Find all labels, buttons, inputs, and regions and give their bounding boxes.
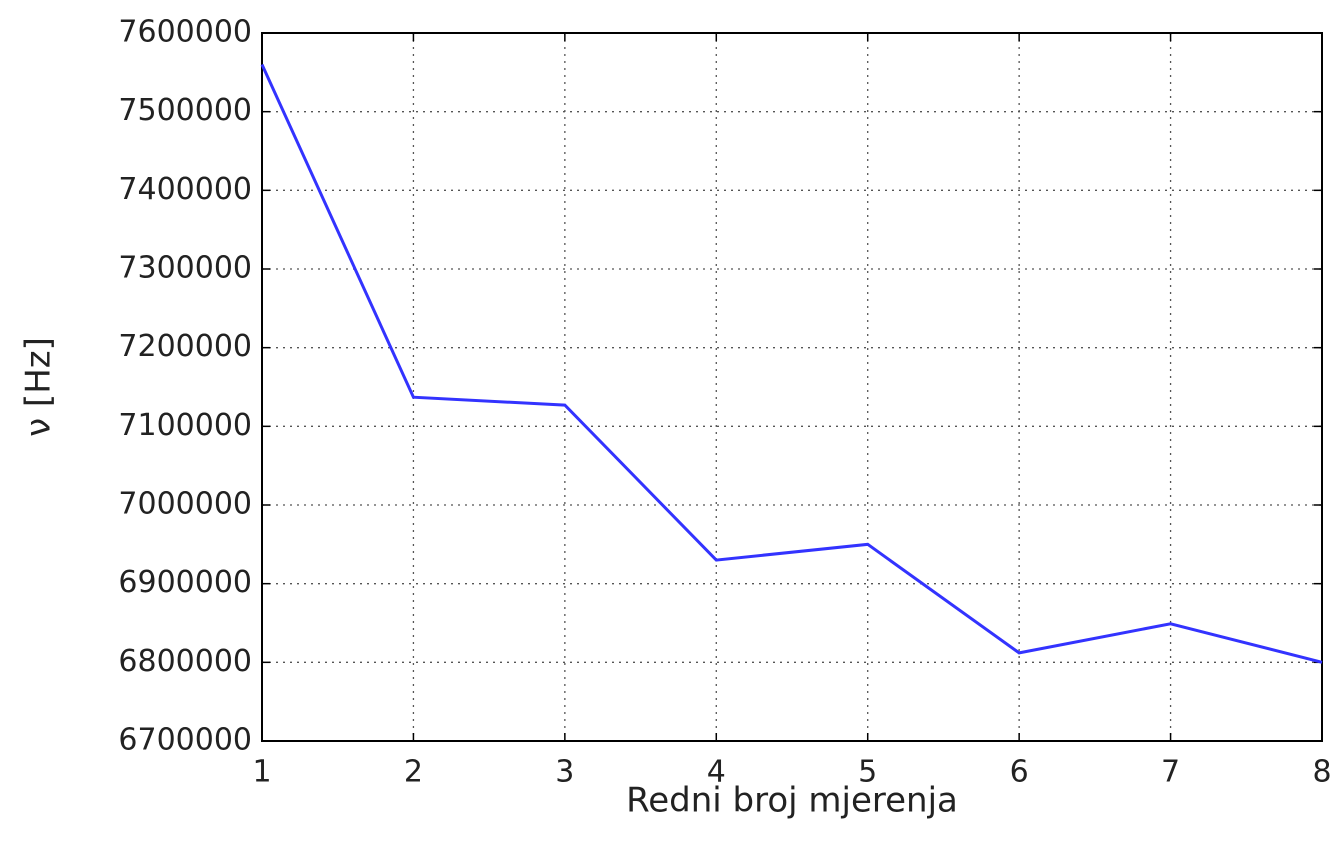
y-tick-label: 7100000 xyxy=(118,408,252,443)
data-line xyxy=(260,63,1323,664)
x-tick-label: 2 xyxy=(404,755,423,790)
y-tick-label: 6800000 xyxy=(118,644,252,679)
x-tick-label: 5 xyxy=(858,755,877,790)
x-tick-label: 1 xyxy=(252,755,271,790)
x-axis-label: Redni broj mjerenja xyxy=(626,781,958,821)
x-tick-label: 7 xyxy=(1161,755,1180,790)
y-tick-label: 7600000 xyxy=(118,15,252,50)
plot-frame xyxy=(261,32,1323,742)
y-tick-label: 6700000 xyxy=(118,723,252,758)
x-tick-label: 8 xyxy=(1312,755,1331,790)
y-tick-label: 7500000 xyxy=(118,93,252,128)
y-tick-label: 7400000 xyxy=(118,172,252,207)
x-tick-label: 3 xyxy=(555,755,574,790)
x-tick-label: 4 xyxy=(707,755,726,790)
y-tick-label: 7300000 xyxy=(118,251,252,286)
y-tick-label: 7200000 xyxy=(118,329,252,364)
x-tick-label: 6 xyxy=(1010,755,1029,790)
y-tick-label: 7000000 xyxy=(118,487,252,522)
y-tick-label: 6900000 xyxy=(118,565,252,600)
y-axis-label: ν [Hz] xyxy=(19,337,59,437)
